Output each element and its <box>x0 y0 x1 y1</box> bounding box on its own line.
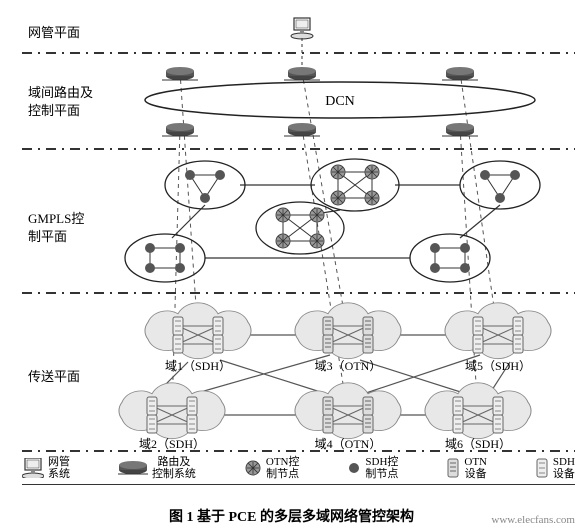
divider-3 <box>22 292 575 294</box>
dcn-label: DCN <box>325 94 355 109</box>
legend-sdh-dev: SDH设备 <box>535 456 575 480</box>
layer-interdomain-line2: 控制平面 <box>28 103 80 118</box>
svg-text:域3（OTN）: 域3（OTN） <box>315 359 382 373</box>
layer-gmpls-line2: 制平面 <box>28 229 67 244</box>
svg-text:域6（SDH）: 域6（SDH） <box>445 437 511 451</box>
watermark: www.elecfans.com <box>491 514 575 526</box>
layer-transport-label: 传送平面 <box>28 368 80 386</box>
svg-text:域2（SDH）: 域2（SDH） <box>139 437 205 451</box>
legend: 网管系统 路由及控制系统 OTN控制节点 SDH控制节点 OTN设备 SDH设备 <box>22 456 575 480</box>
divider-4 <box>22 450 575 452</box>
legend-otn-ctrl: OTN控制节点 <box>244 456 300 480</box>
legend-otn-dev: OTN设备 <box>446 456 487 480</box>
layer-gmpls-line1: GMPLS控 <box>28 211 84 226</box>
transport-clouds: 域1（SDH） 域2（SDH） 域3（OTN） <box>119 303 551 451</box>
divider-1 <box>22 52 575 54</box>
svg-text:域4（OTN）: 域4（OTN） <box>315 437 382 451</box>
svg-text:域1（SDH）: 域1（SDH） <box>165 359 231 373</box>
legend-sdh-ctrl: SDH控制节点 <box>347 456 398 480</box>
divider-5 <box>22 484 575 485</box>
legend-nms: 网管系统 <box>22 456 70 480</box>
diagram-root: 网管平面 域间路由及 控制平面 GMPLS控 制平面 传送平面 <box>0 0 583 532</box>
svg-text:域5（SDH）: 域5（SDH） <box>465 359 531 373</box>
layer-interdomain-line1: 域间路由及 <box>28 85 93 100</box>
divider-2 <box>22 148 575 150</box>
layer-gmpls-label: GMPLS控 制平面 <box>28 210 84 246</box>
legend-router: 路由及控制系统 <box>118 456 196 480</box>
diagram-svg: DCN <box>0 0 583 532</box>
layer-nm-label: 网管平面 <box>28 24 80 42</box>
layer-interdomain-label: 域间路由及 控制平面 <box>28 84 93 120</box>
